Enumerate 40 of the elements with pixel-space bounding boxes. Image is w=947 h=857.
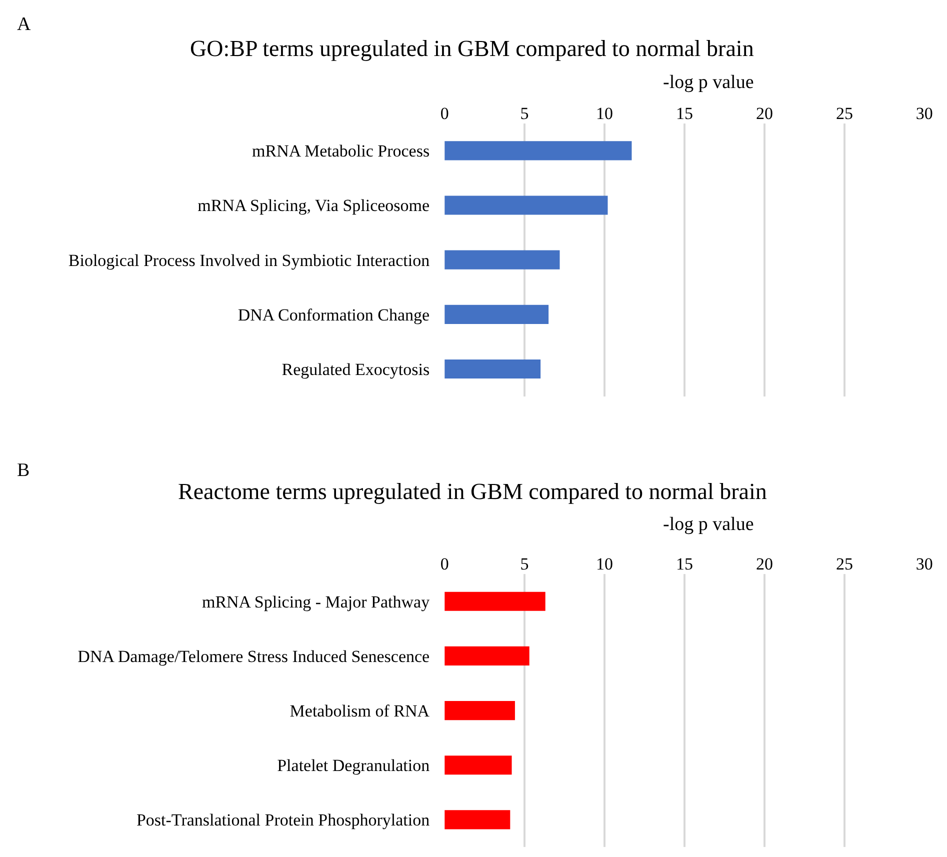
y-tick-label: Regulated Exocytosis — [282, 360, 430, 379]
x-tick-label: 30 — [916, 554, 933, 574]
x-tick-label: 25 — [836, 554, 853, 574]
x-tick-label: 15 — [676, 554, 694, 574]
bar — [444, 756, 512, 775]
y-tick-label: DNA Conformation Change — [238, 305, 430, 324]
bar — [444, 141, 632, 160]
text: B — [17, 460, 30, 481]
x-tick-label: 5 — [520, 554, 529, 574]
x-tick-label: 20 — [756, 104, 773, 123]
x-tick-label: 15 — [676, 104, 694, 123]
x-axis-title: -log p value — [663, 72, 754, 93]
chart-title: GO:BP terms upregulated in GBM compared to normal brain — [190, 36, 754, 61]
x-tick-label: 20 — [756, 554, 773, 574]
x-tick-label: 5 — [520, 104, 529, 123]
bar — [444, 304, 549, 324]
x-tick-label: 0 — [440, 104, 449, 123]
y-tick-label: Biological Process Involved in Symbiotic Interaction — [68, 250, 430, 270]
bar — [444, 810, 510, 830]
x-tick-label: 30 — [916, 104, 933, 123]
x-tick-label: 25 — [836, 104, 853, 123]
x-axis-title: -log p value — [663, 514, 754, 535]
bar — [444, 196, 608, 215]
y-tick-label: Metabolism of RNA — [290, 702, 430, 720]
chart-title: Reactome terms upregulated in GBM compared to normal brain — [178, 479, 768, 504]
x-tick-label: 10 — [596, 104, 614, 123]
bar — [444, 700, 515, 720]
x-tick-label: 10 — [596, 554, 614, 574]
y-tick-label: Post-Translational Protein Phosphorylation — [136, 810, 430, 830]
bar — [444, 359, 541, 379]
text: A — [17, 14, 31, 35]
bar — [444, 250, 560, 270]
x-tick-label: 0 — [440, 554, 449, 574]
bar — [444, 646, 530, 666]
y-tick-label: mRNA Splicing, Via Spliceosome — [198, 196, 430, 216]
y-tick-label: DNA Damage/Telomere Stress Induced Senescence — [78, 646, 430, 666]
bar — [444, 592, 546, 611]
y-tick-label: Platelet Degranulation — [277, 756, 430, 776]
y-tick-label: mRNA Splicing - Major Pathway — [202, 592, 430, 612]
y-tick-label: mRNA Metabolic Process — [252, 142, 430, 161]
